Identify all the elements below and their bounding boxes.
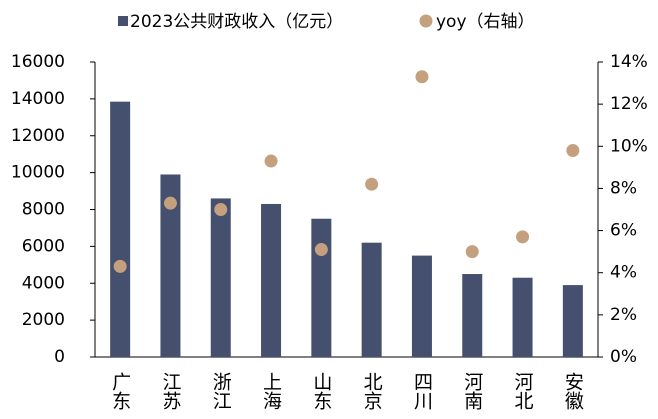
legend-swatch [419,14,433,28]
bar [562,285,583,357]
y2-tick-label: 10% [610,136,648,156]
bar [512,277,533,357]
dot [365,177,379,191]
bar [411,255,432,357]
y2-tick-label: 6% [610,221,637,241]
x-tick-label: 北京 [361,372,383,411]
y-tick-label: 4000 [22,273,65,293]
y2-tick-label: 8% [610,178,637,198]
y-tick-label: 0 [54,347,65,367]
bar [160,174,181,357]
y-tick-label: 12000 [11,126,65,146]
x-tick-label: 江苏 [159,372,181,410]
x-tick-label: 四川 [411,372,433,410]
y-tick-label: 14000 [11,89,65,109]
y2-tick-label: 4% [610,263,637,283]
y2-tick-label: 0% [610,347,637,367]
y2-tick-label: 14% [610,52,648,72]
legend-label: yoy（右轴） [436,12,535,32]
bar [261,203,282,357]
bar [462,274,483,357]
y-tick-label: 10000 [11,163,65,183]
x-tick-label: 安徽 [562,372,584,410]
x-tick-label: 山东 [310,372,332,410]
y-tick-label: 16000 [11,52,65,72]
dot [214,203,228,216]
dot [314,243,328,257]
dot [415,70,429,84]
dot [566,144,580,157]
dot [264,154,278,168]
x-tick-label: 广东 [109,372,131,410]
y-tick-label: 6000 [22,236,65,256]
x-tick-label: 浙江 [210,372,232,410]
x-tick-label: 上海 [260,372,282,410]
bar [361,242,382,357]
dot [163,196,177,210]
legend-swatch [118,16,128,26]
y2-tick-label: 12% [610,94,648,114]
y-tick-label: 2000 [22,310,65,330]
bar [210,198,231,357]
x-tick-label: 河北 [512,372,534,410]
dot [465,245,479,259]
y2-tick-label: 2% [610,305,637,325]
legend-label: 2023公共财政收入（亿元） [130,12,343,32]
bar [110,101,131,357]
y-tick-label: 8000 [22,200,65,220]
bar [311,218,332,357]
dot [113,259,127,273]
x-tick-label: 河南 [461,372,483,410]
dot [516,230,530,244]
